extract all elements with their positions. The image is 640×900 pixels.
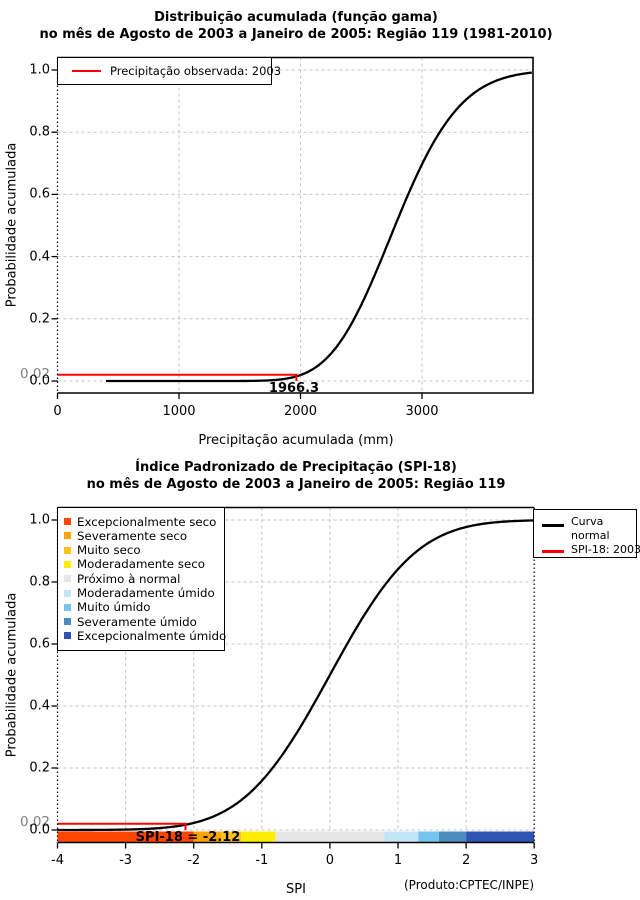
legend-normal-label: normal: [571, 528, 610, 542]
c2-y-tick-label: 0.2: [29, 760, 50, 776]
chart2-marker-probability-label: 0.02: [19, 814, 50, 830]
legend-curva-label: Curva: [571, 515, 604, 528]
c2-y-tick-label: 0.8: [29, 574, 50, 590]
c2-x-tick-label: -1: [255, 853, 269, 868]
category-swatch: [64, 618, 71, 626]
category-label: Muito seco: [77, 543, 141, 558]
chart2-spi-value-label: SPI-18 = -2.12: [135, 830, 241, 845]
category-label: Moderadamente seco: [77, 557, 205, 572]
legend-category-row: Moderadamente seco: [58, 557, 224, 571]
category-label: Excepcionalmente seco: [77, 514, 217, 529]
c1-y-tick-label: 0.4: [29, 249, 50, 265]
legend-category-row: Severamente seco: [58, 529, 224, 543]
category-swatch: [64, 560, 71, 568]
c1-x-tick-label: 3000: [405, 404, 439, 419]
category-swatch: [64, 518, 71, 525]
category-swatch: [64, 532, 71, 540]
category-swatch: [64, 575, 71, 583]
c1-border: [57, 56, 534, 394]
legend-category-row: Próximo à normal: [58, 572, 224, 586]
chart1-title: Distribuição acumulada (função gama): [154, 10, 438, 25]
chart2-curve-legend: Curva normal SPI-18: 2003: [533, 509, 640, 558]
legend-category-row: Severamente úmido: [58, 615, 224, 629]
category-label: Muito úmido: [77, 600, 151, 615]
legend-category-row: Excepcionalmente seco: [58, 515, 224, 529]
spi-observed-line: [57, 822, 187, 830]
c1-y-tick-label: 1.0: [29, 62, 50, 78]
c2-x-tick-label: -4: [51, 853, 64, 868]
category-label: Excepcionalmente úmido: [77, 628, 227, 643]
chart2-y-axis-label: Probabilidade acumulada: [4, 592, 20, 758]
chart2-subtitle: no mês de Agosto de 2003 a Janeiro de 20…: [86, 477, 506, 492]
c2-x-tick-label: 2: [461, 853, 471, 868]
spi-category-bar-segment: [220, 831, 242, 843]
legend-category-row: Excepcionalmente úmido: [58, 628, 227, 643]
category-label: Próximo à normal: [77, 571, 181, 586]
c2-y-tick-label: 0.6: [29, 636, 50, 652]
legend-category-row: Muito seco: [58, 543, 224, 557]
category-swatch: [64, 546, 71, 554]
legend-category-row: Muito úmido: [58, 600, 224, 614]
chart1-x-axis-label: Precipitação acumulada (mm): [198, 433, 394, 448]
category-label: Severamente seco: [77, 528, 188, 543]
chart2-title: Índice Padronizado de Precipitação (SPI-…: [135, 460, 457, 475]
c1-y-tick-label: 0.0: [29, 373, 50, 389]
category-label: Moderadamente úmido: [77, 586, 215, 600]
spi-line-sample: [542, 550, 564, 553]
c2-x-tick-label: -2: [187, 853, 201, 868]
normal-cdf-curve: [57, 519, 535, 832]
c2-x-tick-label: -3: [119, 853, 133, 868]
spi-category-bar-segment: [418, 831, 439, 843]
legend-spi-label: SPI-18: 2003: [571, 542, 640, 556]
spi-category-bar-segment: [275, 831, 385, 843]
chart1-marker-value-label: 1966.3: [268, 381, 320, 396]
spi-category-bar-segment: [466, 831, 535, 843]
c1-x-tick-label: 1000: [162, 404, 196, 419]
c2-x-tick-label: 0: [325, 853, 335, 868]
spi-category-bar-segment: [193, 831, 221, 843]
chart1-subtitle: no mês de Agosto de 2003 a Janeiro de 20…: [39, 27, 553, 42]
spi-category-bar-segment: [57, 831, 194, 843]
normal-curve-line-sample: [542, 524, 564, 527]
c1-y-tick-label: 0.8: [29, 124, 50, 140]
c2-x-tick-label: 3: [530, 853, 539, 868]
product-credit: (Produto:CPTEC/INPE): [404, 878, 534, 892]
chart1-legend-label: Precipitação observada: 2003: [110, 64, 282, 78]
chart2-x-axis-label: SPI: [286, 882, 306, 897]
observed-line-sample: [72, 69, 101, 73]
c2-y-tick-label: 0.0: [29, 822, 50, 838]
spi-category-bar-segment: [438, 831, 467, 843]
c2-x-tick-label: 1: [393, 853, 403, 868]
gamma-cdf-curve: [106, 71, 532, 383]
c1-y-tick-label: 0.6: [29, 186, 50, 202]
chart1-marker-probability-label: 0.02: [19, 366, 50, 382]
observed-precip-line: [57, 373, 298, 381]
c2-y-tick-label: 0.4: [29, 698, 50, 714]
category-swatch: [64, 632, 71, 640]
c2-y-tick-label: 1.0: [29, 512, 50, 528]
c1-y-tick-label: 0.2: [29, 311, 50, 327]
c1-x-tick-label: 0: [53, 404, 62, 419]
legend-category-row: Moderadamente úmido: [58, 586, 224, 600]
category-swatch: [64, 603, 71, 611]
chart1-y-axis-label: Probabilidade acumulada: [4, 142, 20, 308]
spi-category-bar-segment: [241, 831, 276, 843]
category-label: Severamente úmido: [77, 614, 197, 629]
category-swatch: [64, 589, 71, 597]
c1-x-tick-label: 2000: [283, 404, 318, 419]
chart2-category-legend: Excepcionalmente seco Severamente seco Mui…: [57, 507, 227, 651]
chart1-legend: Precipitação observada: 2003: [57, 57, 281, 85]
spi-category-bar-segment: [384, 831, 419, 843]
